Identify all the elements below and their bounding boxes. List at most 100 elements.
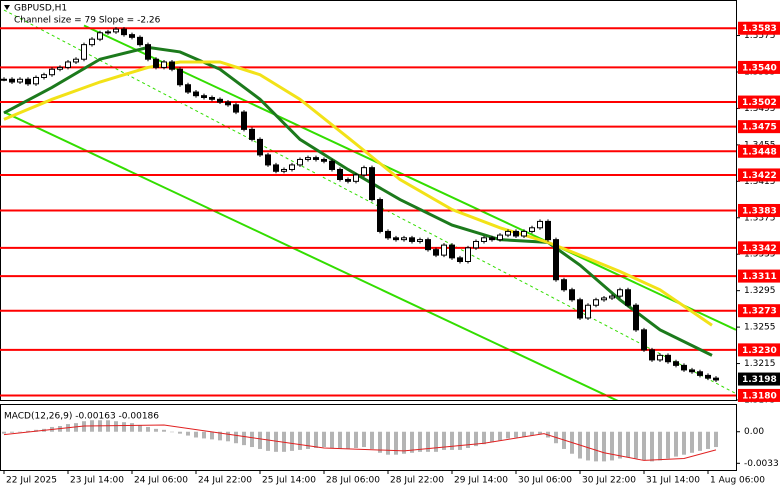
macd-bar: [602, 431, 606, 462]
candle-body: [241, 111, 247, 130]
candle-body: [689, 369, 695, 373]
candle-body: [657, 354, 663, 361]
macd-bar: [658, 431, 662, 461]
macd-bar: [522, 431, 526, 437]
level-label: 1.3273: [742, 307, 777, 317]
moving-average: [3, 45, 713, 357]
macd-bar: [378, 431, 382, 453]
level-label: 1.3448: [742, 147, 777, 157]
candle-body: [425, 239, 431, 251]
moving-average: [3, 60, 713, 327]
macd-plot: [2, 420, 718, 462]
level-box: [738, 95, 780, 109]
candle-body: [289, 164, 295, 170]
macd-bar: [170, 431, 174, 433]
candle-body: [393, 237, 399, 241]
macd-bar: [194, 431, 198, 438]
macd-bar: [354, 431, 358, 448]
y-tick-label: 1.3295: [744, 286, 776, 296]
macd-panel: [0, 404, 737, 471]
candle-body: [465, 247, 471, 263]
candle-body: [313, 157, 319, 160]
level-label: 1.3230: [742, 346, 777, 356]
candle-body: [513, 230, 519, 237]
y-tick-label: 1.3415: [744, 177, 776, 187]
candle-body: [305, 157, 311, 160]
macd-bar: [466, 431, 470, 448]
level-box: [738, 60, 780, 74]
candle-body: [609, 295, 615, 299]
macd-bar: [18, 431, 22, 433]
macd-bar: [626, 431, 630, 458]
macd-bar: [450, 431, 454, 450]
candle-body: [641, 329, 647, 351]
x-tick-label: 1 Aug 06:00: [710, 476, 765, 486]
candle-body: [585, 304, 591, 319]
macd-bar: [706, 431, 710, 449]
candle-body: [593, 299, 599, 306]
x-tick-label: 28 Jul 22:00: [390, 476, 444, 486]
candle-body: [273, 164, 279, 172]
level-label: 1.3475: [742, 123, 777, 133]
last-price-box: [738, 372, 780, 386]
candle-body: [617, 289, 623, 297]
macd-bar: [410, 431, 414, 453]
candle-body: [545, 220, 551, 241]
macd-bar: [442, 431, 446, 450]
macd-bar: [458, 431, 462, 450]
macd-signal: [3, 424, 717, 461]
macd-bar: [362, 431, 366, 448]
x-tick-label: 28 Jul 06:00: [326, 476, 380, 486]
macd-bar: [298, 431, 302, 450]
macd-bar: [498, 431, 502, 441]
macd-tick-label: 0.00: [744, 427, 764, 437]
candle-body: [497, 234, 503, 241]
candle-body: [665, 354, 671, 363]
macd-bar: [218, 431, 222, 441]
macd-bar: [474, 431, 478, 447]
y-tick-label: 1.3375: [744, 213, 776, 223]
level-label: 1.3342: [742, 244, 777, 254]
candle-body: [417, 239, 423, 242]
candle-body: [65, 61, 71, 68]
main-panel: [0, 0, 737, 401]
candle-body: [185, 84, 191, 93]
x-tick-label: 30 Jul 06:00: [518, 476, 572, 486]
macd-bar: [490, 431, 494, 443]
macd-bar: [370, 431, 374, 449]
candle-body: [385, 230, 391, 239]
y-tick-label: 1.3575: [744, 31, 776, 41]
candle-body: [73, 58, 79, 63]
candle-body: [201, 95, 207, 98]
level-box: [738, 21, 780, 35]
candle-body: [577, 299, 583, 319]
candle-body: [41, 74, 47, 78]
candle-body: [337, 168, 343, 180]
axes: 1.35751.35351.34951.34551.34151.33751.33…: [3, 21, 780, 486]
macd-bar: [274, 431, 278, 452]
candle-body: [193, 91, 199, 97]
symbol-icon: [4, 5, 10, 10]
level-label: 1.3540: [742, 63, 777, 73]
macd-bar: [210, 431, 214, 440]
x-tick-label: 23 Jul 14:00: [70, 476, 124, 486]
candle-body: [249, 128, 255, 140]
candle-body: [161, 61, 167, 68]
channel-line: [3, 111, 619, 400]
price-plot: [0, 9, 736, 400]
candle-body: [209, 96, 215, 100]
candle-body: [361, 167, 367, 176]
candle-body: [489, 237, 495, 241]
candle-body: [369, 167, 375, 201]
macd-bar: [698, 431, 702, 451]
candle-body: [89, 38, 95, 46]
y-tick-label: 1.3215: [744, 359, 776, 369]
candle-body: [681, 364, 687, 371]
candle-body: [353, 174, 359, 182]
candle-body: [481, 237, 487, 242]
candle-body: [137, 36, 143, 46]
macd-bar: [130, 423, 134, 432]
macd-bar: [242, 431, 246, 446]
candle-body: [401, 237, 407, 241]
level-label: 1.3502: [742, 98, 777, 108]
